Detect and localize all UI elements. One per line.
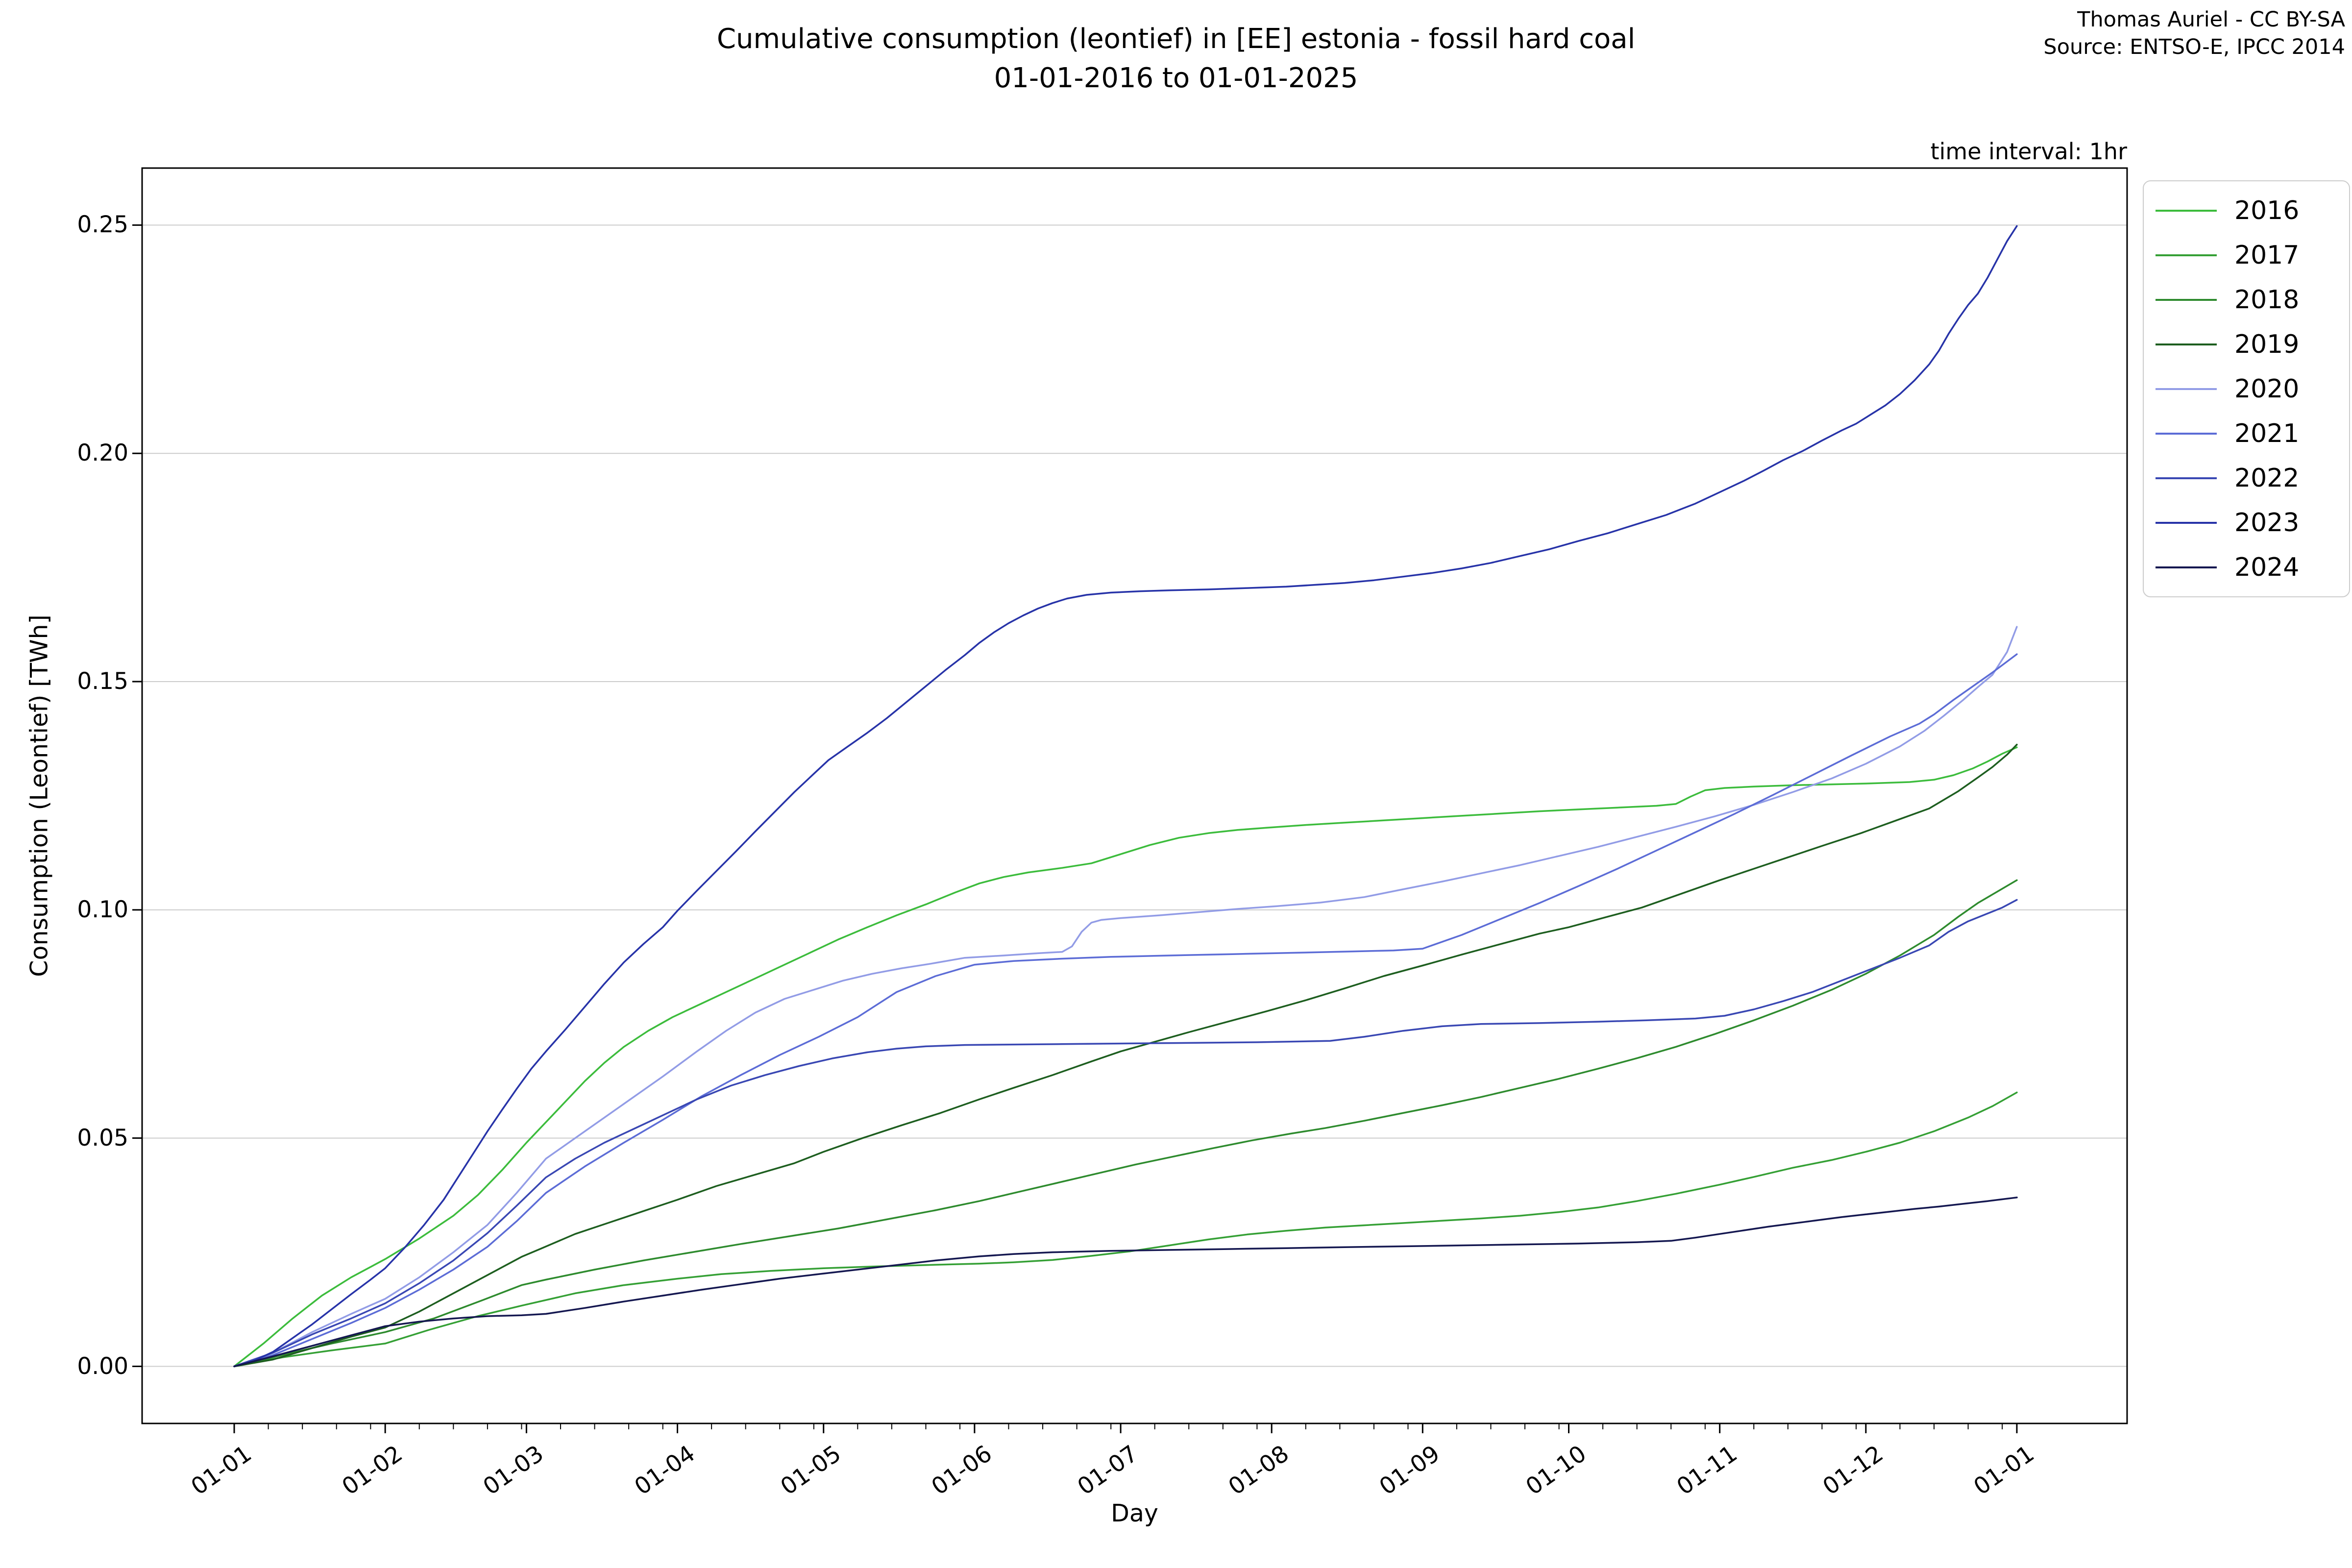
legend-item-2023: 2023 — [2156, 500, 2349, 545]
chart-title: Cumulative consumption (leontief) in [EE… — [0, 20, 2352, 98]
legend-item-2021: 2021 — [2156, 411, 2349, 456]
chart-title-line1: Cumulative consumption (leontief) in [EE… — [716, 23, 1636, 55]
legend-label-2024: 2024 — [2234, 552, 2300, 582]
y-tick-label-0.15: 0.15 — [77, 668, 128, 695]
x-axis-label: Day — [1111, 1499, 1158, 1527]
legend-item-2022: 2022 — [2156, 456, 2349, 500]
legend-swatch-2024 — [2156, 566, 2217, 568]
credit-source: Source: ENTSO-E, IPCC 2014 — [2043, 35, 2345, 59]
plot-border — [141, 167, 2128, 1424]
series-line-2016 — [233, 746, 2018, 1368]
legend-item-2018: 2018 — [2156, 277, 2349, 322]
credit-author: Thomas Auriel - CC BY-SA — [2077, 7, 2345, 32]
series-line-2022 — [233, 899, 2018, 1368]
legend-swatch-2021 — [2156, 432, 2217, 435]
legend-item-2017: 2017 — [2156, 233, 2349, 277]
legend-label-2016: 2016 — [2234, 196, 2300, 225]
y-tick-label-0.00: 0.00 — [77, 1352, 128, 1380]
y-tick-label-0.05: 0.05 — [77, 1124, 128, 1152]
legend-label-2017: 2017 — [2234, 240, 2300, 270]
legend-item-2024: 2024 — [2156, 545, 2349, 589]
legend-label-2023: 2023 — [2234, 508, 2300, 538]
series-line-2023 — [233, 225, 2018, 1368]
legend-item-2019: 2019 — [2156, 322, 2349, 367]
y-tick-label-0.10: 0.10 — [77, 896, 128, 923]
legend-swatch-2022 — [2156, 477, 2217, 479]
legend-label-2021: 2021 — [2234, 418, 2300, 448]
time-interval-note: time interval: 1hr — [1930, 138, 2127, 165]
legend-label-2019: 2019 — [2234, 329, 2300, 359]
legend-item-2020: 2020 — [2156, 367, 2349, 411]
series-line-2018 — [233, 879, 2018, 1368]
legend-swatch-2017 — [2156, 254, 2217, 256]
legend-label-2018: 2018 — [2234, 285, 2300, 315]
credit-text: Thomas Auriel - CC BY-SA Source: ENTSO-E… — [2043, 6, 2345, 61]
series-line-2017 — [233, 1091, 2018, 1368]
y-tick-label-0.20: 0.20 — [77, 440, 128, 467]
legend-swatch-2018 — [2156, 298, 2217, 301]
legend-swatch-2023 — [2156, 521, 2217, 524]
legend-label-2020: 2020 — [2234, 374, 2300, 404]
legend-swatch-2020 — [2156, 388, 2217, 390]
series-line-2020 — [233, 626, 2018, 1368]
y-tick-label-0.25: 0.25 — [77, 211, 128, 239]
legend-label-2022: 2022 — [2234, 463, 2300, 493]
legend: 2016 2017 2018 2019 2020 2021 2022 2023 2024 — [2143, 180, 2350, 597]
series-line-2024 — [233, 1197, 2018, 1368]
chart-title-line2: 01-01-2016 to 01-01-2025 — [994, 62, 1358, 94]
series-line-2019 — [233, 743, 2018, 1368]
legend-item-2016: 2016 — [2156, 188, 2349, 233]
legend-swatch-2019 — [2156, 343, 2217, 345]
legend-swatch-2016 — [2156, 209, 2217, 212]
series-line-2021 — [233, 653, 2018, 1368]
